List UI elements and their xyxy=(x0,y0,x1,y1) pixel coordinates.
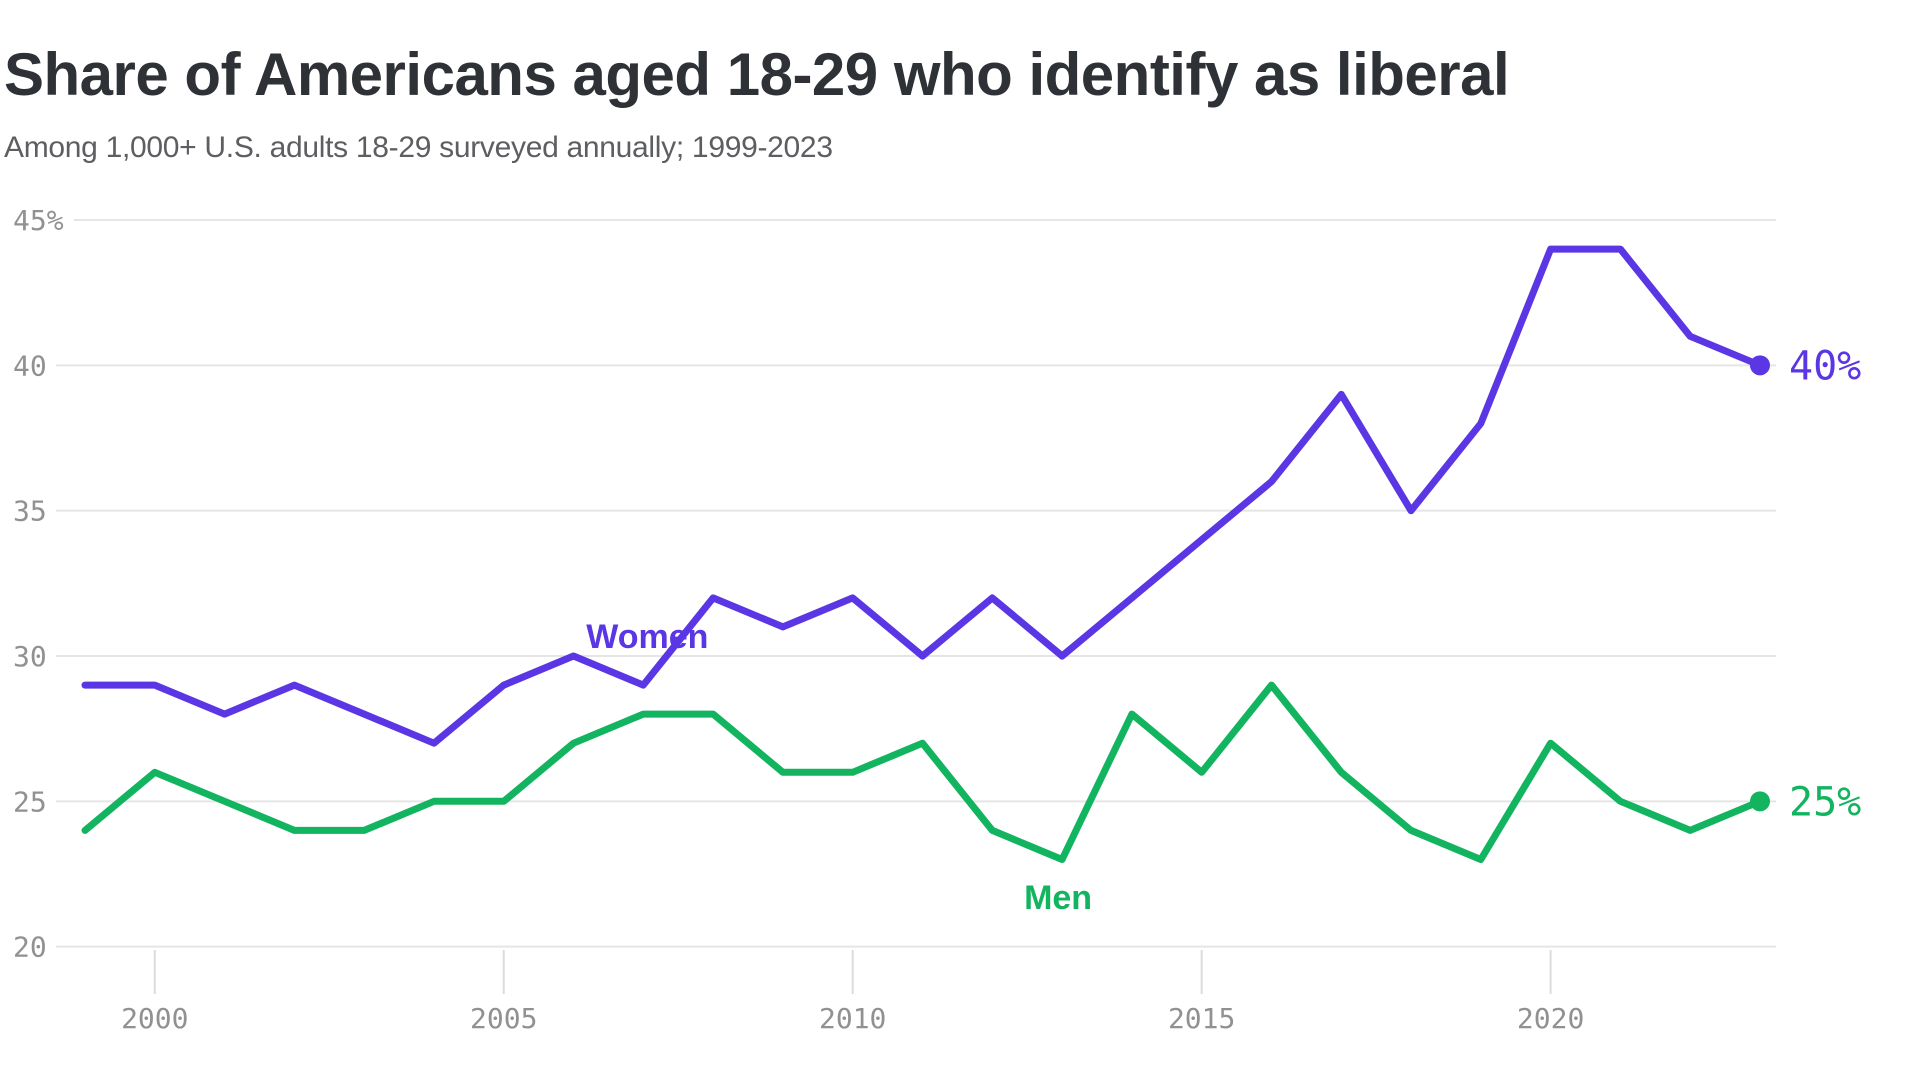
series-line-men xyxy=(81,681,1764,863)
y-tick-label-45: 45% xyxy=(13,204,64,237)
series-label-men: Men xyxy=(1024,879,1092,917)
page-title: Share of Americans aged 18-29 who identi… xyxy=(4,41,1510,109)
x-tick-label-2000: 2000 xyxy=(121,1002,188,1035)
x-tick-label-2010: 2010 xyxy=(819,1002,886,1035)
y-axis-labels: 45% 40 35 30 25 20 xyxy=(13,204,64,964)
x-tick-label-2015: 2015 xyxy=(1168,1002,1235,1035)
y-tick-label-40: 40 xyxy=(13,349,47,382)
x-axis-ticks: 2000 2005 2010 2015 2020 xyxy=(121,950,1584,1035)
series-line-women xyxy=(81,245,1764,747)
page-subtitle: Among 1,000+ U.S. adults 18-29 surveyed … xyxy=(4,131,833,164)
series-annotations: Women Men xyxy=(586,618,1092,917)
y-tick-label-35: 35 xyxy=(13,495,47,528)
series-lines: 40% 25% xyxy=(81,245,1861,863)
end-dot-men xyxy=(1750,791,1770,812)
gridlines xyxy=(56,219,1776,948)
series-label-women: Women xyxy=(586,618,708,656)
end-value-label-men: 25% xyxy=(1789,779,1861,825)
x-tick-label-2005: 2005 xyxy=(470,1002,537,1035)
y-tick-label-25: 25 xyxy=(13,785,47,818)
y-tick-label-30: 30 xyxy=(13,640,47,673)
end-dot-women xyxy=(1750,355,1770,376)
end-value-label-women: 40% xyxy=(1789,343,1861,389)
y-tick-label-20: 20 xyxy=(13,931,47,964)
x-tick-label-2020: 2020 xyxy=(1517,1002,1584,1035)
